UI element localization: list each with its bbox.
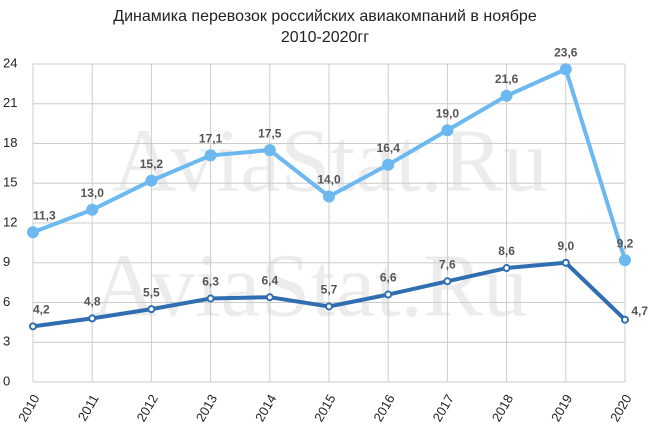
data-label: 13,0 — [81, 186, 105, 200]
marker — [206, 294, 215, 303]
y-tick-label: 9 — [3, 254, 10, 269]
y-tick-label: 0 — [3, 373, 10, 388]
watermark: AviaStat.Ru — [92, 237, 528, 336]
marker — [559, 63, 572, 76]
marker — [619, 254, 631, 267]
y-tick-label: 24 — [3, 55, 17, 70]
x-tick-label: 2017 — [430, 392, 457, 425]
data-label: 4,8 — [84, 295, 101, 309]
y-tick-label: 15 — [3, 175, 17, 190]
x-tick-label: 2020 — [607, 392, 634, 425]
data-label: 7,6 — [439, 257, 456, 271]
chart-subtitle: 2010-2020гг — [281, 29, 369, 46]
data-label: 4,2 — [33, 303, 50, 317]
x-tick-label: 2019 — [548, 392, 575, 425]
marker — [443, 277, 452, 286]
x-tick-label: 2015 — [311, 392, 338, 425]
data-label: 6,3 — [202, 275, 219, 289]
marker — [384, 290, 393, 299]
marker — [263, 144, 276, 157]
y-tick-label: 12 — [3, 214, 17, 229]
marker — [500, 89, 513, 102]
marker — [325, 302, 333, 311]
x-tick-label: 2014 — [252, 392, 279, 425]
data-label: 19,0 — [436, 106, 460, 120]
marker — [441, 124, 454, 137]
x-tick-label: 2012 — [134, 392, 161, 425]
data-label: 6,6 — [380, 271, 397, 285]
data-label: 4,7 — [631, 304, 648, 318]
data-label: 14,0 — [317, 173, 341, 187]
x-tick-label: 2011 — [75, 392, 102, 424]
data-label: 17,5 — [258, 126, 282, 140]
marker — [145, 174, 158, 187]
chart-title: Динамика перевозок российских авиакомпан… — [113, 8, 537, 25]
marker — [86, 203, 99, 216]
marker — [147, 305, 156, 314]
data-label: 23,6 — [554, 45, 578, 59]
data-label: 11,3 — [33, 208, 56, 222]
data-label: 9,2 — [617, 236, 634, 250]
x-tick-label: 2010 — [15, 392, 42, 425]
marker — [29, 322, 37, 331]
data-label: 5,7 — [321, 283, 338, 297]
y-tick-label: 3 — [3, 334, 10, 349]
marker — [621, 315, 629, 324]
marker — [265, 293, 274, 302]
data-label: 16,4 — [377, 141, 401, 155]
x-tick-label: 2016 — [370, 392, 397, 425]
data-label: 5,5 — [143, 285, 160, 299]
marker — [561, 258, 570, 267]
x-tick-label: 2013 — [193, 392, 220, 425]
y-tick-label: 18 — [3, 135, 17, 150]
data-label: 6,4 — [261, 273, 278, 287]
data-label: 8,6 — [498, 244, 515, 258]
data-label: 9,0 — [557, 239, 574, 253]
x-tick-label: 2018 — [489, 392, 516, 425]
y-tick-label: 21 — [3, 95, 17, 110]
marker — [382, 158, 395, 171]
marker — [27, 226, 39, 239]
marker — [323, 190, 335, 203]
marker — [204, 149, 217, 162]
data-label: 21,6 — [495, 72, 519, 86]
marker — [88, 314, 97, 323]
marker — [502, 264, 511, 273]
y-tick-label: 6 — [3, 294, 10, 309]
data-label: 15,2 — [140, 157, 164, 171]
data-label: 17,1 — [199, 132, 223, 146]
